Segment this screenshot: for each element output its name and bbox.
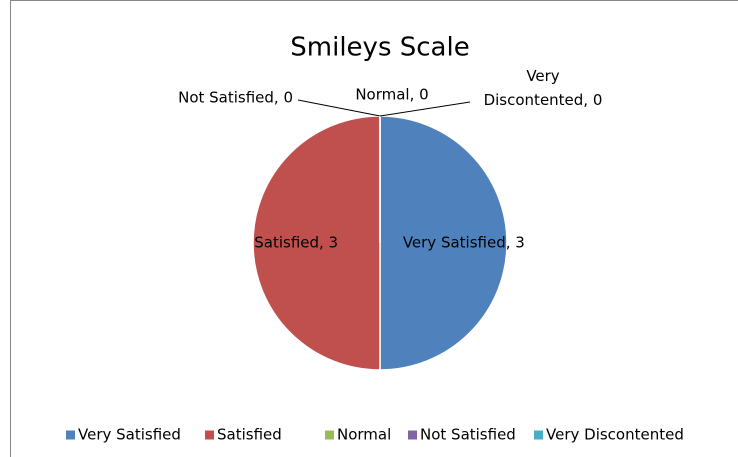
legend-swatch: [408, 430, 417, 440]
legend-swatch: [325, 430, 334, 440]
chart-title: Smileys Scale: [290, 33, 469, 63]
leader-line: [379, 101, 471, 117]
legend-swatch: [534, 430, 543, 440]
data-label: Satisfied, 3: [254, 234, 338, 252]
data-label: Normal, 0: [355, 86, 428, 104]
data-label-line: Very: [526, 67, 559, 85]
legend-label: Normal: [337, 426, 391, 444]
legend-swatch: [205, 430, 214, 440]
legend-label: Not Satisfied: [420, 426, 516, 444]
data-label: Not Satisfied, 0: [178, 89, 293, 107]
data-label-line: Discontented, 0: [484, 91, 603, 109]
legend-swatch: [66, 430, 75, 440]
pie-slice: [252, 115, 381, 371]
data-label: Very Satisfied, 3: [403, 234, 525, 252]
data-label: Very Discontented, 0: [484, 67, 603, 109]
legend-label: Very Satisfied: [78, 426, 181, 444]
legend-label: Satisfied: [217, 426, 282, 444]
pie-slice: [379, 115, 508, 371]
legend-label: Very Discontented: [546, 426, 684, 444]
leader-line: [297, 99, 381, 117]
